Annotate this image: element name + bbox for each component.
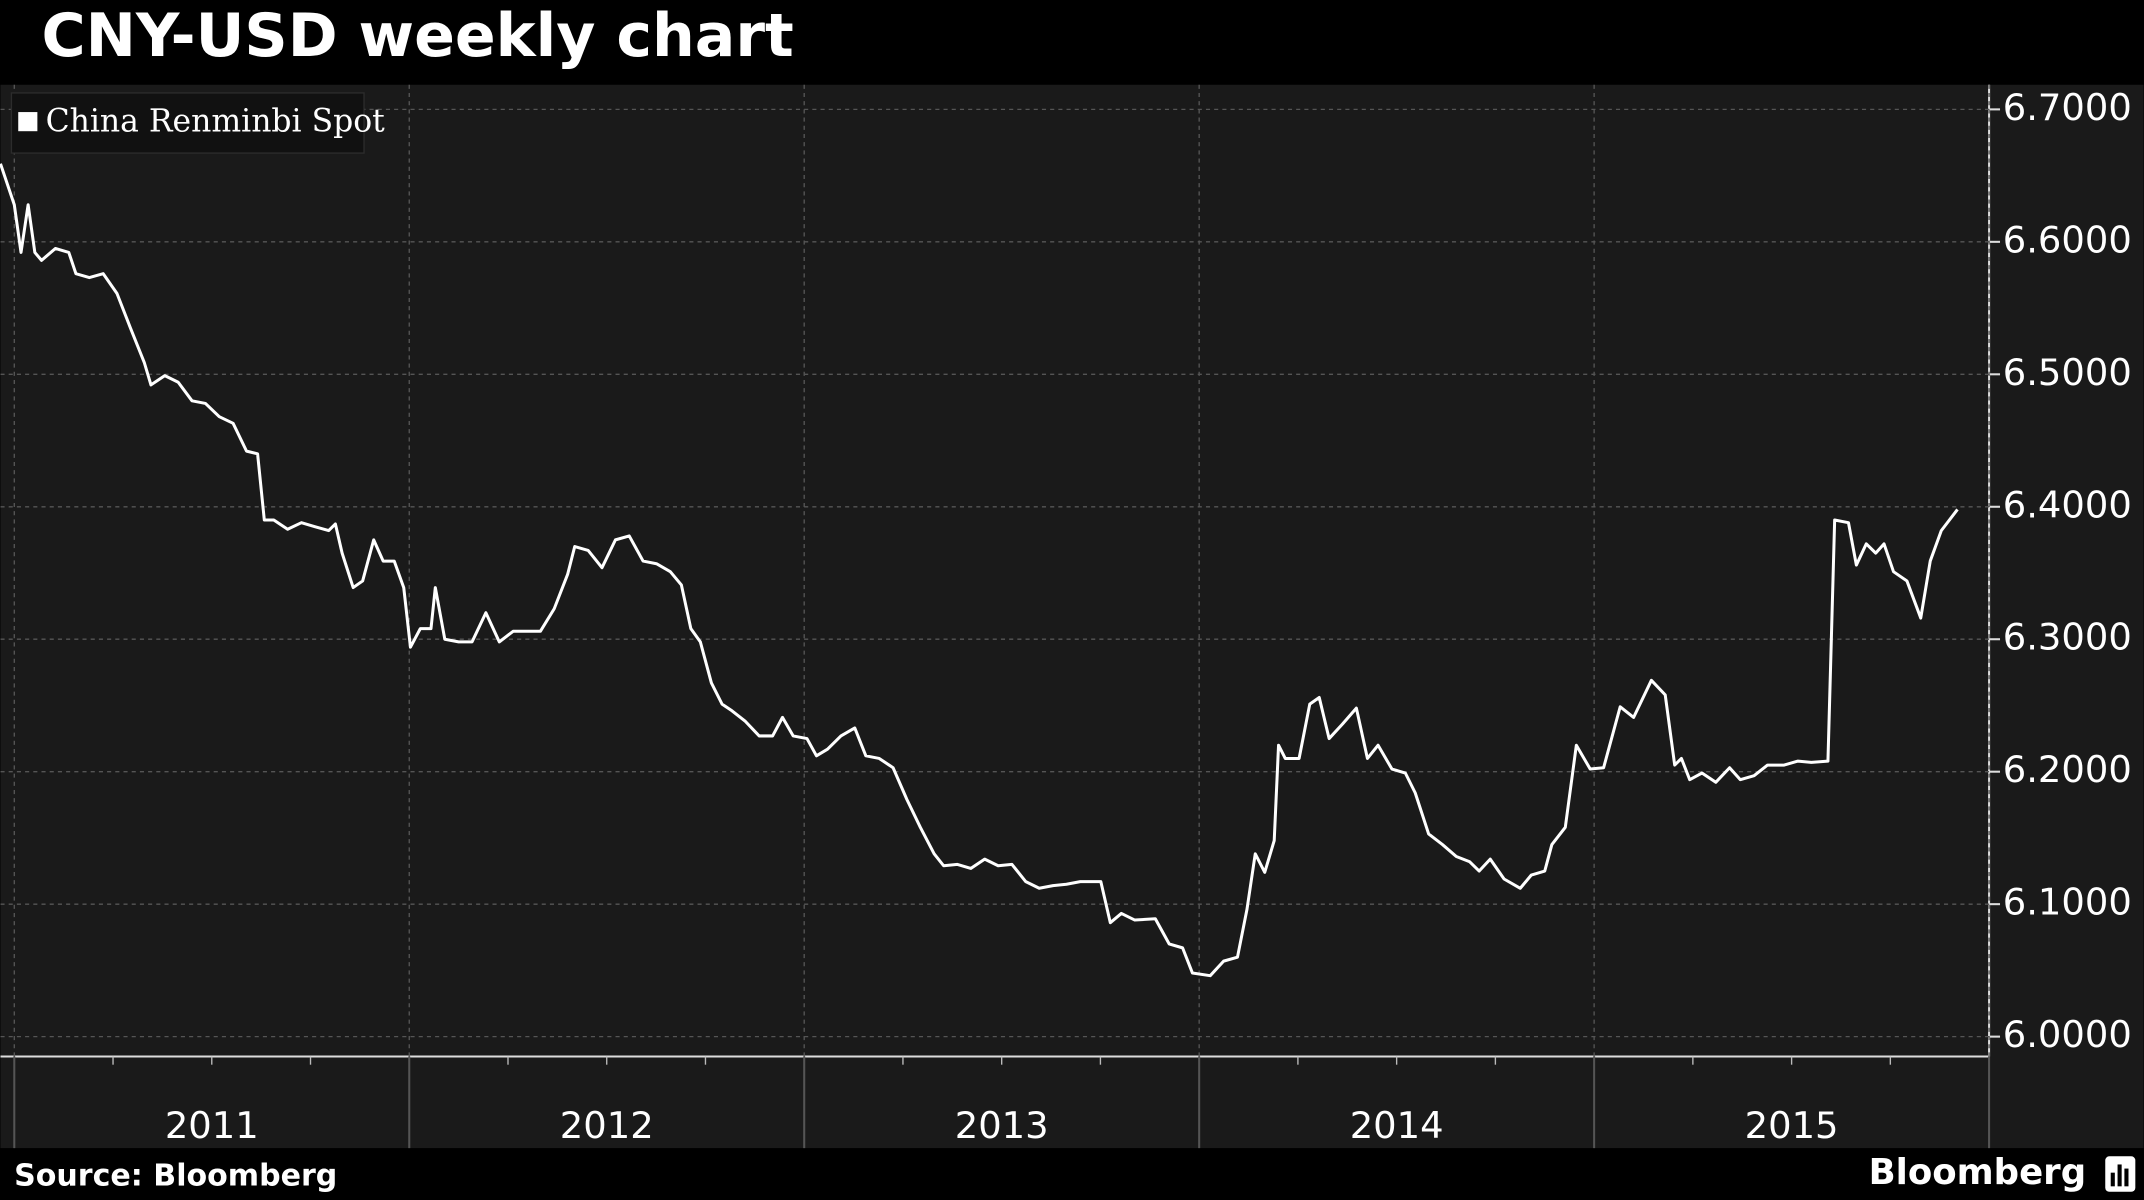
brand-icon xyxy=(2105,1156,2136,1192)
chart-title: CNY-USD weekly chart xyxy=(41,1,793,71)
x-axis-area xyxy=(0,1056,2144,1149)
x-tick-label: 2014 xyxy=(1350,1104,1444,1147)
icon-bar xyxy=(2110,1172,2115,1187)
y-tick-label: 6.5000 xyxy=(2003,351,2132,394)
y-tick-label: 6.4000 xyxy=(2003,483,2132,526)
brand: Bloomberg xyxy=(1869,1152,2087,1193)
x-tick-label: 2011 xyxy=(165,1104,259,1147)
y-axis-area xyxy=(1989,84,2144,1057)
legend: China Renminbi Spot xyxy=(10,92,386,154)
legend-box xyxy=(10,92,365,154)
line-series xyxy=(0,163,1959,978)
source: Source: Bloomberg xyxy=(14,1158,337,1193)
y-tick-label: 6.0000 xyxy=(2003,1013,2132,1056)
icon-bar xyxy=(2117,1164,2122,1187)
y-tick-label: 6.6000 xyxy=(2003,218,2132,261)
y-tick-label: 6.2000 xyxy=(2003,748,2132,791)
y-tick-label: 6.1000 xyxy=(2003,881,2132,924)
x-tick-label: 2013 xyxy=(955,1104,1049,1147)
legend-label: China Renminbi Spot xyxy=(46,104,386,140)
legend-swatch xyxy=(18,112,38,132)
x-tick-label: 2015 xyxy=(1745,1104,1839,1147)
y-tick-label: 6.7000 xyxy=(2003,86,2132,129)
x-tick-label: 2012 xyxy=(560,1104,654,1147)
y-tick-label: 6.3000 xyxy=(2003,616,2132,659)
plot-area xyxy=(0,84,1990,1057)
icon-bar xyxy=(2124,1168,2129,1187)
